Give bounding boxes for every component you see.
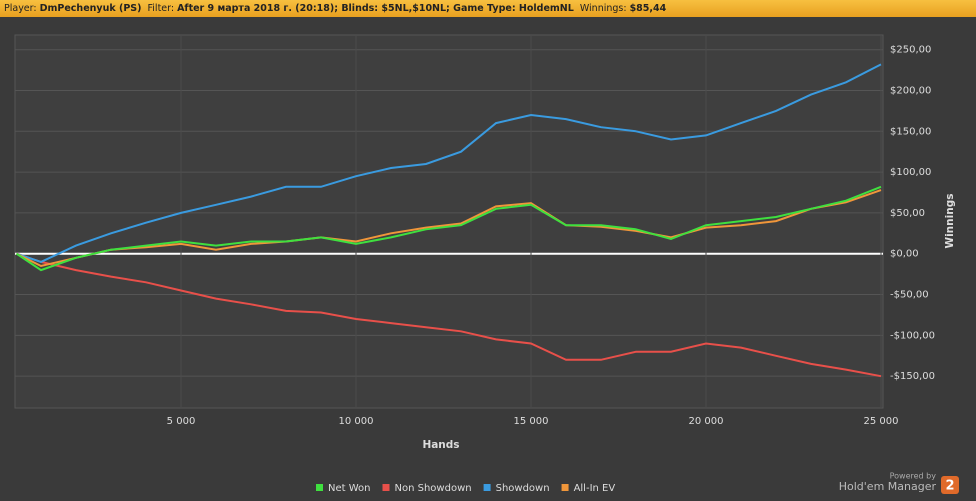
brand: Hold'em Manager	[839, 480, 937, 493]
y-tick-label: $150,00	[890, 126, 931, 137]
powered-by: Powered by	[890, 472, 937, 481]
series-line	[16, 252, 882, 378]
y-tick-label: $0,00	[890, 249, 919, 260]
series-line	[16, 63, 882, 263]
y-tick-label: -$100,00	[890, 330, 935, 341]
brand-badge-text: 2	[945, 479, 954, 494]
y-tick-label: -$150,00	[890, 371, 935, 382]
label: Player:	[4, 3, 37, 14]
x-tick-label: 5 000	[167, 416, 196, 427]
legend-swatch	[316, 484, 323, 491]
filter: After 9 марта 2018 г. (20:18); Blinds: $…	[177, 3, 574, 14]
legend-swatch	[483, 484, 491, 491]
player: DmPechenyuk (PS)	[39, 3, 142, 14]
legend-swatch	[382, 484, 390, 491]
x-tick-label: 20 000	[689, 416, 724, 427]
x-tick-label: 15 000	[514, 416, 549, 427]
y-tick-label: $50,00	[890, 208, 925, 219]
label: Filter:	[147, 3, 175, 14]
y-tick-label: $100,00	[890, 167, 931, 178]
x-tick-label: 25 000	[864, 416, 899, 427]
legend-label: Showdown	[496, 483, 550, 494]
legend-label: Net Won	[328, 483, 371, 494]
y-tick-label: $250,00	[890, 45, 931, 56]
series-line	[15, 185, 882, 272]
legend-swatch	[561, 484, 569, 491]
y-tick-label: -$50,00	[890, 290, 929, 301]
y-tick-label: $200,00	[890, 86, 931, 97]
legend-label: All-In EV	[574, 483, 616, 494]
y-axis-label: Winnings	[944, 194, 956, 249]
x-axis-label: Hands	[422, 439, 459, 451]
label: Winnings:	[579, 3, 627, 14]
series-line	[16, 189, 882, 268]
winnings: $85,44	[629, 3, 667, 14]
brand-badge	[941, 476, 959, 494]
x-tick-label: 10 000	[339, 416, 374, 427]
header-bar: Player: DmPechenyuk (PS) Filter: After 9 м…	[0, 0, 976, 17]
legend-label: Non Showdown	[395, 483, 472, 494]
